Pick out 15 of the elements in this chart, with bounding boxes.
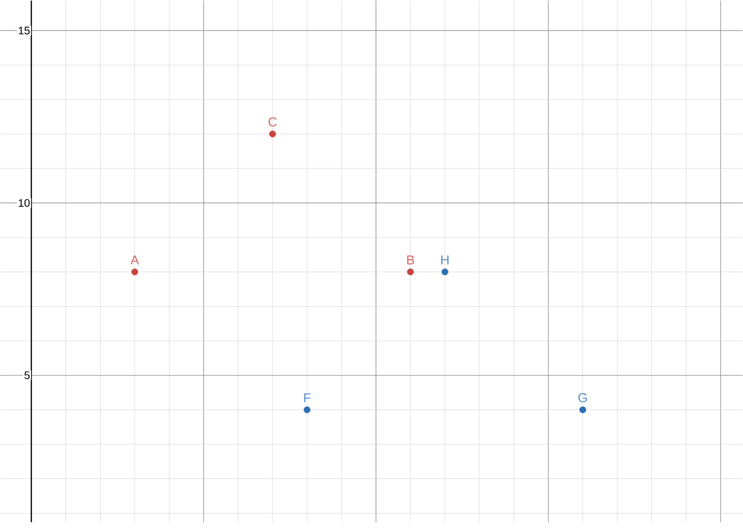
y-tick-label: 5	[24, 372, 30, 380]
data-label: C	[268, 117, 277, 126]
y-tick-label: 15	[18, 26, 30, 34]
point	[131, 268, 138, 276]
data-label: G	[578, 393, 587, 402]
data-label: F	[304, 393, 310, 402]
point	[442, 268, 448, 276]
point	[579, 406, 586, 414]
point	[304, 406, 310, 414]
point	[407, 268, 414, 276]
data-label: H	[441, 255, 449, 264]
data-label: B	[407, 255, 414, 264]
point	[269, 130, 276, 138]
data-label: A	[130, 255, 140, 264]
y-tick-label: 10	[18, 199, 30, 207]
